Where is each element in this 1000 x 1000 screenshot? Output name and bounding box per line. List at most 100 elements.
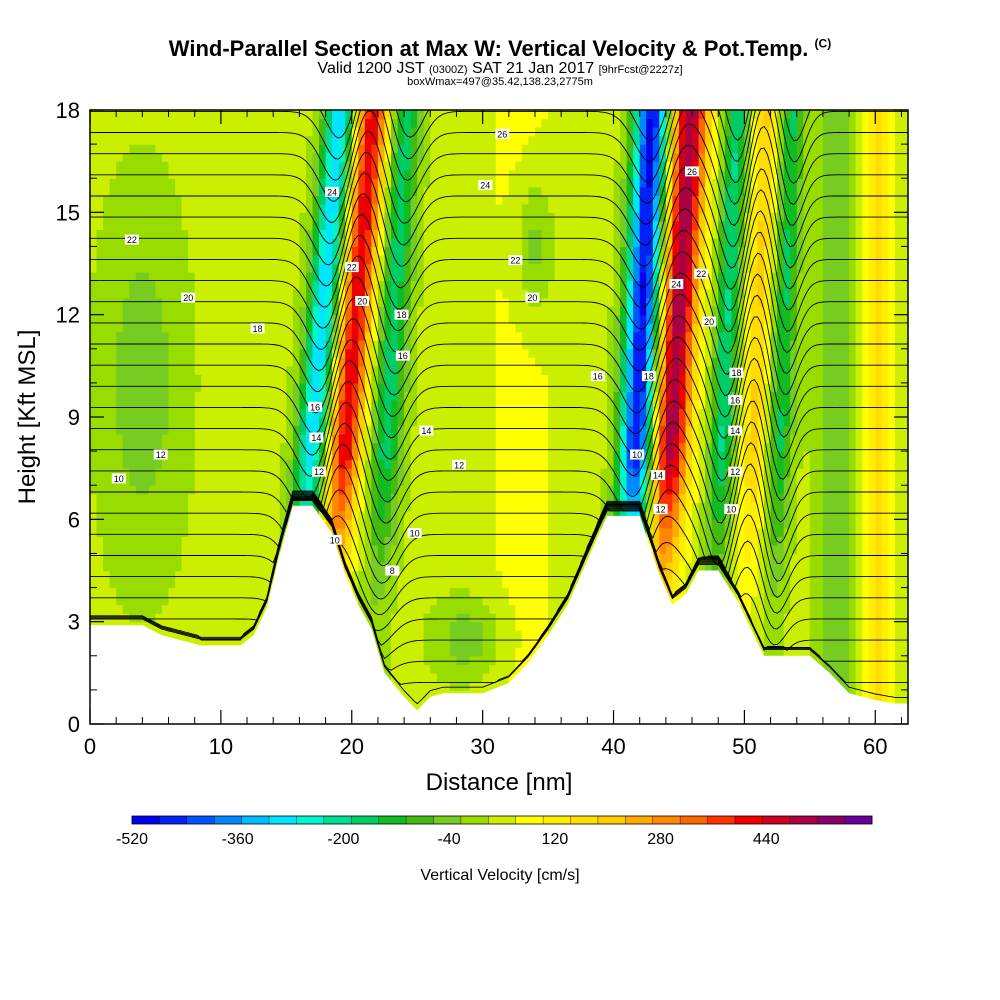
heat-cell [436, 212, 444, 222]
heat-cell [430, 340, 438, 350]
heat-cell [122, 374, 130, 384]
heat-cell [96, 331, 104, 341]
heat-cell [299, 468, 307, 478]
heat-cell [463, 527, 471, 538]
heat-cell [397, 527, 405, 538]
heat-cell [162, 323, 170, 333]
heat-cell [469, 553, 477, 563]
heat-cell [109, 178, 117, 188]
heat-cell [476, 570, 484, 580]
heat-cell [410, 596, 418, 606]
heat-cell [384, 425, 392, 435]
heat-cell [364, 485, 372, 495]
heat-cell [417, 630, 425, 640]
heat-cell [175, 314, 183, 324]
heat-cell [338, 323, 346, 333]
heat-cell [371, 178, 379, 188]
heat-cell [312, 110, 320, 120]
heat-cell [234, 229, 242, 239]
heat-cell [116, 425, 124, 435]
heat-cell [495, 681, 503, 691]
heat-cell [247, 152, 255, 162]
heat-cell [528, 314, 536, 324]
heat-cell [220, 152, 229, 162]
heat-cell [430, 647, 438, 657]
heat-cell [103, 451, 111, 461]
heat-cell [443, 613, 451, 623]
heat-cell [286, 272, 294, 282]
heat-cell [168, 169, 176, 179]
heat-cell [253, 289, 261, 299]
heat-cell [175, 519, 183, 529]
heat-cell [188, 476, 196, 486]
heat-cell [430, 169, 438, 179]
heat-cell [404, 280, 412, 290]
heat-cell [508, 553, 516, 563]
heat-cell [220, 510, 229, 520]
heat-cell [279, 220, 287, 231]
heat-cell [227, 203, 235, 213]
heat-cell [103, 340, 111, 350]
heat-cell [345, 212, 353, 222]
heat-cell [279, 485, 287, 495]
heat-cell [502, 476, 510, 486]
heat-cell [404, 220, 412, 231]
heat-cell [312, 152, 320, 162]
heat-cell [443, 203, 451, 213]
heat-cell [384, 638, 392, 648]
heat-cell [384, 297, 392, 307]
heat-cell [358, 118, 366, 128]
heat-cell [260, 152, 268, 162]
heat-cell [535, 161, 543, 171]
heat-cell [306, 323, 314, 333]
heat-cell [240, 536, 248, 546]
heat-cell [417, 365, 425, 375]
heat-cell [96, 408, 104, 418]
heat-cell [535, 459, 543, 469]
heat-cell [220, 442, 229, 452]
heat-cell [423, 451, 431, 461]
heat-cell [103, 127, 111, 137]
heat-cell [273, 186, 281, 196]
heat-cell [404, 152, 412, 162]
heat-cell [168, 374, 176, 384]
heat-cell [495, 357, 503, 367]
heat-cell [338, 476, 346, 486]
heat-cell [417, 280, 425, 290]
heat-cell [515, 178, 523, 188]
heat-cell [240, 417, 248, 427]
heat-cell [306, 297, 314, 307]
heat-cell [404, 570, 412, 580]
heat-cell [456, 391, 464, 401]
heat-cell [423, 135, 431, 145]
heat-cell [129, 220, 137, 231]
heat-cell [423, 169, 431, 179]
heat-cell [449, 280, 458, 290]
heat-cell [325, 357, 333, 367]
heat-cell [345, 519, 353, 529]
heat-cell [476, 647, 484, 657]
heat-cell [423, 476, 431, 486]
heat-cell [351, 553, 359, 563]
heat-cell [142, 110, 150, 120]
heat-cell [162, 417, 170, 427]
heat-cell [148, 562, 157, 572]
heat-cell [234, 331, 242, 341]
heat-cell [325, 118, 333, 128]
heat-cell [417, 297, 425, 307]
heat-cell [96, 169, 104, 179]
heat-cell [135, 536, 143, 546]
heat-cell [142, 579, 150, 589]
heat-cell [214, 220, 222, 231]
heat-cell [90, 152, 98, 162]
heat-cell [162, 374, 170, 384]
heat-cell [247, 289, 255, 299]
heat-cell [162, 161, 170, 171]
heat-cell [142, 306, 150, 316]
heat-cell [495, 502, 503, 512]
heat-cell [96, 434, 104, 444]
heat-cell [410, 553, 418, 563]
heat-cell [371, 391, 379, 401]
heat-cell [351, 399, 359, 410]
heat-cell [384, 613, 392, 623]
